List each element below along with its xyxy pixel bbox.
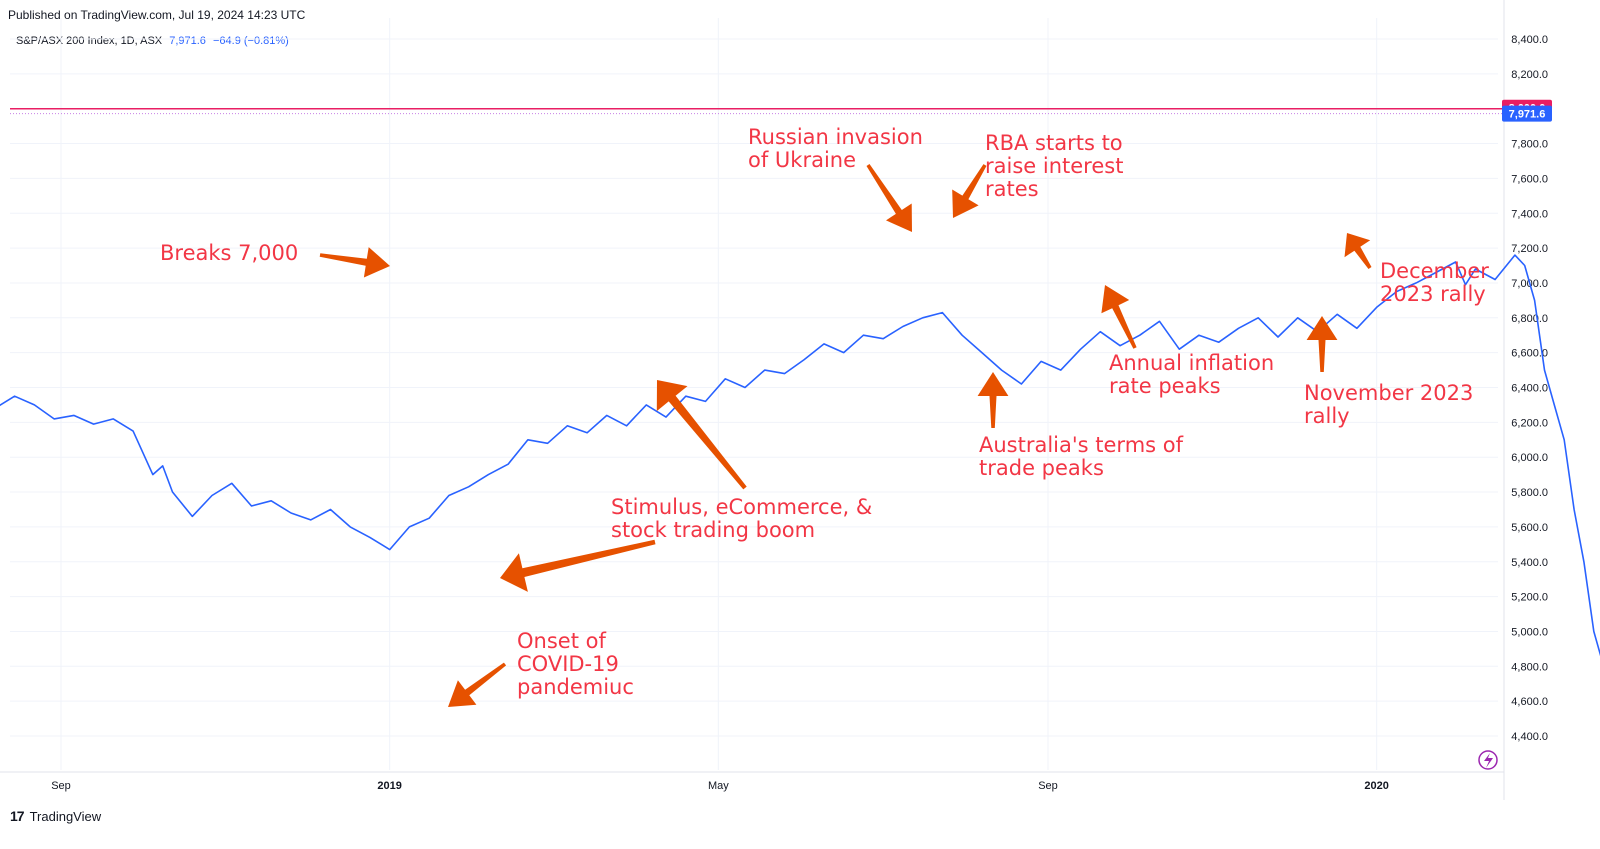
arrow-rba — [952, 164, 987, 218]
annotation-line: pandemiuc — [517, 675, 634, 699]
symbol-last-value: 7,971.6 — [169, 35, 206, 47]
y-tick-label: 6,600.0 — [1511, 348, 1548, 360]
annotation-line: rate peaks — [1109, 374, 1221, 398]
y-tick-label: 7,600.0 — [1511, 173, 1548, 185]
annotation-line: of Ukraine — [748, 148, 856, 172]
x-tick-label: Sep — [1038, 780, 1058, 792]
annotation-line: trade peaks — [979, 456, 1104, 480]
annotation-line: November 2023 — [1304, 381, 1473, 405]
y-tick-label: 5,000.0 — [1511, 626, 1548, 638]
annotation-nov2023: November 2023 rally — [1304, 381, 1473, 428]
annotation-line: 2023 rally — [1380, 282, 1486, 306]
annotation-russia: Russian invasion of Ukraine — [748, 125, 923, 172]
tradingview-brand: TradingView — [29, 808, 102, 824]
y-tick-label: 6,000.0 — [1511, 452, 1548, 464]
x-tick-label: May — [708, 780, 729, 792]
y-tick-label: 8,200.0 — [1511, 69, 1548, 81]
arrow-russia — [866, 164, 912, 232]
y-tick-label: 5,400.0 — [1511, 557, 1548, 569]
arrow-stimulus-low — [500, 539, 656, 592]
arrow-breaks-7000 — [319, 247, 390, 278]
y-tick-label: 4,800.0 — [1511, 661, 1548, 673]
y-tick-label: 4,600.0 — [1511, 696, 1548, 708]
annotation-line: Australia's terms of — [979, 433, 1184, 457]
y-tick-label: 6,400.0 — [1511, 383, 1548, 395]
annotation-line: Breaks 7,000 — [160, 241, 298, 265]
annotation-line: rates — [985, 177, 1039, 201]
lightning-bolt-glyph — [1484, 753, 1493, 768]
x-tick-label: Sep — [51, 780, 71, 792]
y-tick-label: 6,800.0 — [1511, 313, 1548, 325]
annotation-inflation: Annual inflation rate peaks — [1109, 351, 1274, 398]
price-series-line[interactable] — [0, 102, 1600, 711]
annotation-line: stock trading boom — [611, 518, 815, 542]
y-tick-label: 7,400.0 — [1511, 208, 1548, 220]
y-tick-label: 4,400.0 — [1511, 731, 1548, 743]
y-tick-label: 7,800.0 — [1511, 139, 1548, 151]
arrow-inflation — [1101, 285, 1137, 349]
symbol-legend: S&P/ASX 200 Index, 1D, ASX 7,971.6 −64.9… — [16, 35, 289, 47]
arrow-dec2023 — [1344, 233, 1372, 269]
published-caption: Published on TradingView.com, Jul 19, 20… — [8, 8, 306, 22]
y-tick-label: 5,200.0 — [1511, 592, 1548, 604]
annotation-stimulus: Stimulus, eCommerce, & stock trading boom — [611, 495, 872, 542]
lightning-icon[interactable] — [1478, 750, 1498, 770]
annotation-dec2023: December 2023 rally — [1380, 259, 1489, 306]
symbol-change: −64.9 (−0.81%) — [212, 35, 289, 47]
last-price-label: 7,971.6 — [1509, 109, 1546, 121]
y-tick-label: 7,200.0 — [1511, 243, 1548, 255]
arrow-nov2023 — [1306, 316, 1338, 372]
arrow-covid — [448, 662, 507, 707]
arrow-terms — [977, 372, 1009, 428]
annotation-breaks-7000: Breaks 7,000 — [160, 241, 298, 265]
annotation-terms: Australia's terms of trade peaks — [979, 433, 1184, 480]
tradingview-logo[interactable]: 17 TradingView — [10, 808, 101, 824]
arrow-stimulus-high — [656, 380, 747, 490]
x-tick-label: 2020 — [1364, 780, 1388, 792]
y-tick-label: 6,200.0 — [1511, 417, 1548, 429]
annotation-line: Russian invasion — [748, 125, 923, 149]
annotation-line: Stimulus, eCommerce, & — [611, 495, 872, 519]
y-tick-label: 5,600.0 — [1511, 522, 1548, 534]
annotation-line: raise interest — [985, 154, 1123, 178]
symbol-name: S&P/ASX 200 Index, 1D, ASX — [16, 35, 163, 47]
tradingview-mark-icon: 17 — [10, 808, 25, 824]
annotation-line: Annual inflation — [1109, 351, 1274, 375]
annotation-line: RBA starts to — [985, 131, 1123, 155]
annotation-line: Onset of — [517, 629, 606, 653]
annotation-line: rally — [1304, 404, 1350, 428]
annotation-rba: RBA starts to raise interest rates — [985, 131, 1123, 201]
last-price-badge — [1502, 105, 1552, 122]
annotation-covid: Onset of COVID-19 pandemiuc — [517, 629, 634, 699]
y-tick-label: 5,800.0 — [1511, 487, 1548, 499]
x-tick-label: 2019 — [377, 780, 401, 792]
annotation-line: COVID-19 — [517, 652, 619, 676]
y-tick-label: 8,400.0 — [1511, 34, 1548, 46]
annotation-line: December — [1380, 259, 1489, 283]
